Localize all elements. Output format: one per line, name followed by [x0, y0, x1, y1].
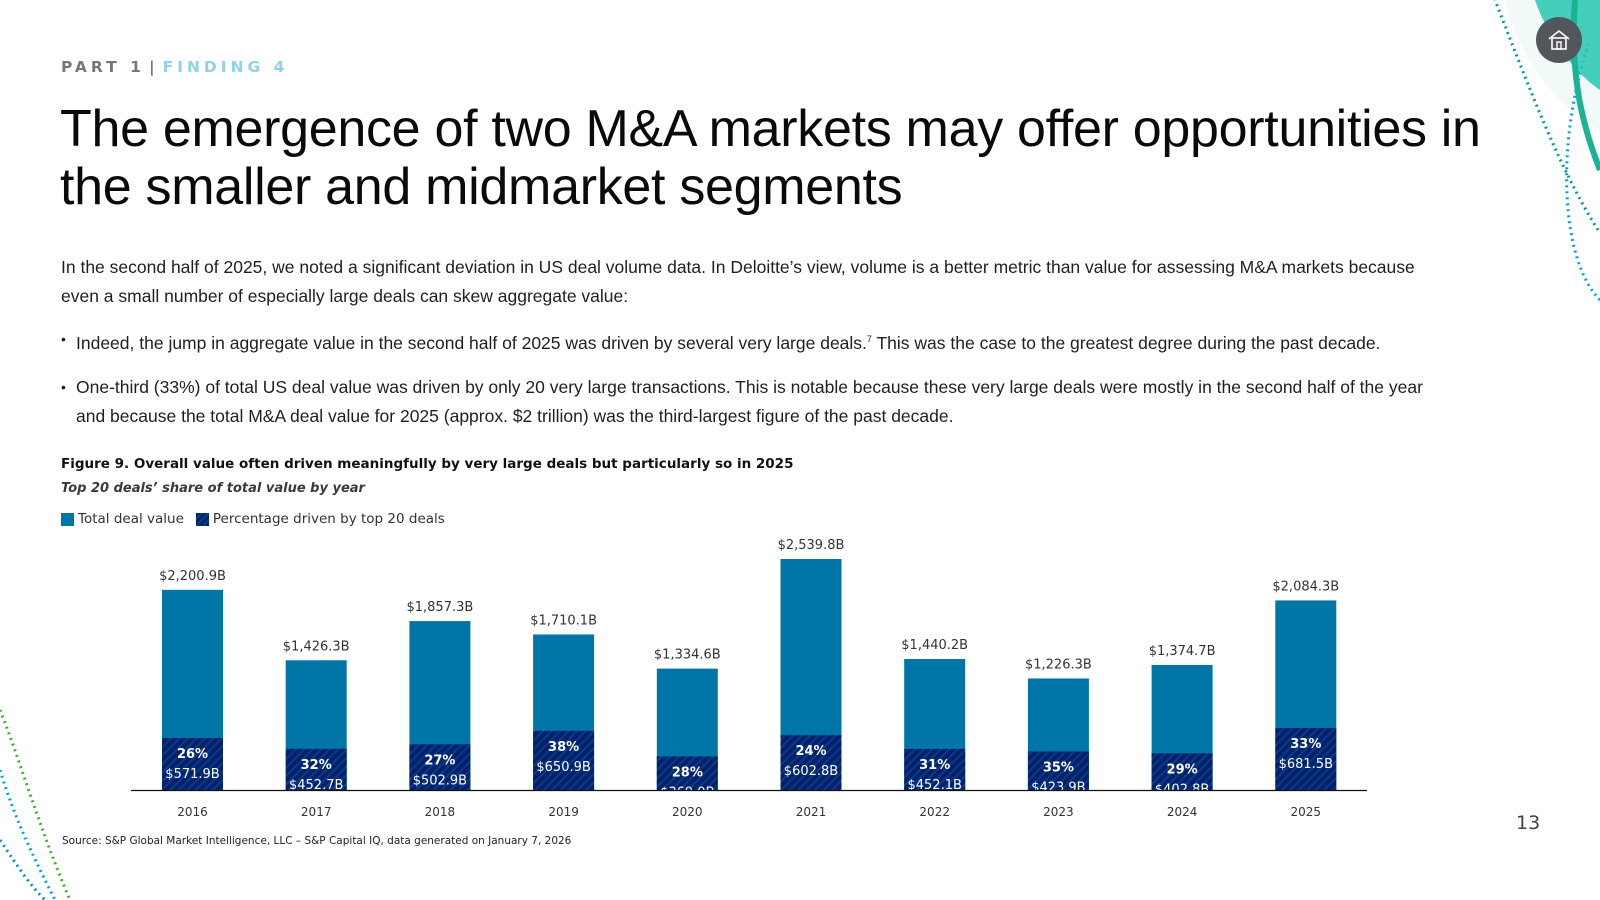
home-icon	[1548, 29, 1570, 50]
data-label-top20-2020: $369.0B	[660, 785, 714, 800]
data-label-top20-2017: $452.7B	[289, 778, 343, 793]
data-label-total-2024: $1,374.7B	[1149, 644, 1216, 659]
bullet-item: Indeed, the jump in aggregate value in t…	[61, 325, 1436, 358]
figure-subtitle: Top 20 deals’ share of total value by ye…	[61, 481, 365, 496]
bullet-text-continued: This was the case to the greatest degree…	[871, 332, 1381, 353]
home-button[interactable]	[1536, 17, 1582, 63]
data-label-total-2023: $1,226.3B	[1025, 657, 1092, 672]
bar-top20-2023	[1027, 751, 1089, 790]
figure-title: Figure 9. Overall value often driven mea…	[61, 456, 794, 472]
legend-label-top20: Percentage driven by top 20 deals	[212, 511, 445, 527]
x-tick-label-2016: 2016	[177, 805, 208, 819]
x-tick-label-2017: 2017	[301, 805, 332, 819]
legend-item-total: Total deal value	[61, 511, 184, 527]
data-label-top20-2022: $452.1B	[907, 778, 961, 793]
data-label-top20-2023: $423.9B	[1031, 780, 1085, 795]
bullet-item: One-third (33%) of total US deal value w…	[61, 373, 1436, 431]
footnote-ref[interactable]: 7	[866, 334, 872, 344]
data-label-total-2025: $2,084.3B	[1272, 579, 1339, 594]
bullet-text: One-third (33%) of total US deal value w…	[76, 376, 1423, 426]
bullet-list: Indeed, the jump in aggregate value in t…	[61, 325, 1436, 446]
data-label-top20-2019: $650.9B	[536, 760, 590, 775]
x-tick-label-2024: 2024	[1167, 805, 1198, 819]
data-label-total-2020: $1,334.6B	[654, 648, 721, 663]
data-label-percent-2019: 38%	[548, 740, 579, 755]
bar-top20-2020	[656, 756, 718, 790]
data-label-percent-2023: 35%	[1043, 760, 1074, 775]
legend-swatch-total	[61, 512, 74, 526]
legend-swatch-top20	[195, 512, 209, 526]
data-label-top20-2018: $502.9B	[413, 773, 467, 788]
bar-top20-2016	[162, 737, 223, 790]
x-tick-label-2023: 2023	[1043, 805, 1074, 819]
bullet-text: Indeed, the jump in aggregate value in t…	[76, 332, 867, 353]
chart-legend: Total deal value Percentage driven by to…	[61, 511, 445, 527]
page-number: 13	[1516, 812, 1541, 834]
data-label-total-2019: $1,710.1B	[530, 613, 597, 628]
bar-top20-2022	[904, 748, 966, 790]
data-label-total-2021: $2,539.8B	[778, 538, 845, 553]
data-label-total-2017: $1,426.3B	[283, 639, 350, 654]
section-kicker: PART 1 | FINDING 4	[61, 58, 288, 76]
data-label-percent-2024: 29%	[1167, 762, 1198, 777]
bar-top20-2019	[533, 730, 595, 790]
bar-top20-2018	[409, 744, 471, 790]
x-tick-label-2021: 2021	[796, 805, 827, 819]
data-label-total-2022: $1,440.2B	[901, 638, 968, 653]
data-label-percent-2025: 33%	[1290, 737, 1321, 752]
x-tick-label-2020: 2020	[672, 805, 703, 819]
x-tick-label-2022: 2022	[919, 805, 950, 819]
part-label: PART 1	[61, 58, 145, 76]
data-label-percent-2022: 31%	[919, 758, 950, 773]
kicker-separator: |	[148, 58, 159, 76]
intro-paragraph: In the second half of 2025, we noted a s…	[61, 257, 1415, 306]
data-label-total-2018: $1,857.3B	[406, 600, 473, 615]
data-label-top20-2021: $602.8B	[784, 764, 838, 779]
data-label-percent-2018: 27%	[424, 753, 455, 768]
finding-label: FINDING 4	[162, 58, 289, 76]
x-tick-label-2025: 2025	[1291, 805, 1322, 819]
bar-top20-2017	[285, 748, 347, 790]
data-label-percent-2017: 32%	[301, 758, 332, 773]
source-note: Source: S&P Global Market Intelligence, …	[62, 835, 572, 847]
page-title: The emergence of two M&A markets may off…	[60, 100, 1481, 216]
data-label-percent-2016: 26%	[177, 747, 208, 762]
bar-top20-2021	[780, 735, 842, 790]
data-label-total-2016: $2,200.9B	[159, 569, 226, 584]
bar-top20-2025	[1275, 728, 1337, 790]
data-label-percent-2021: 24%	[795, 744, 826, 759]
bar-top20-2024	[1151, 753, 1213, 790]
legend-label-total: Total deal value	[78, 511, 184, 527]
data-label-percent-2020: 28%	[672, 765, 703, 780]
data-label-top20-2016: $571.9B	[165, 767, 219, 782]
x-tick-label-2018: 2018	[425, 805, 456, 819]
legend-item-top20: Percentage driven by top 20 deals	[195, 511, 445, 527]
x-tick-label-2019: 2019	[548, 805, 579, 819]
data-label-top20-2024: $402.8B	[1155, 782, 1209, 797]
data-label-top20-2025: $681.5B	[1279, 757, 1333, 772]
